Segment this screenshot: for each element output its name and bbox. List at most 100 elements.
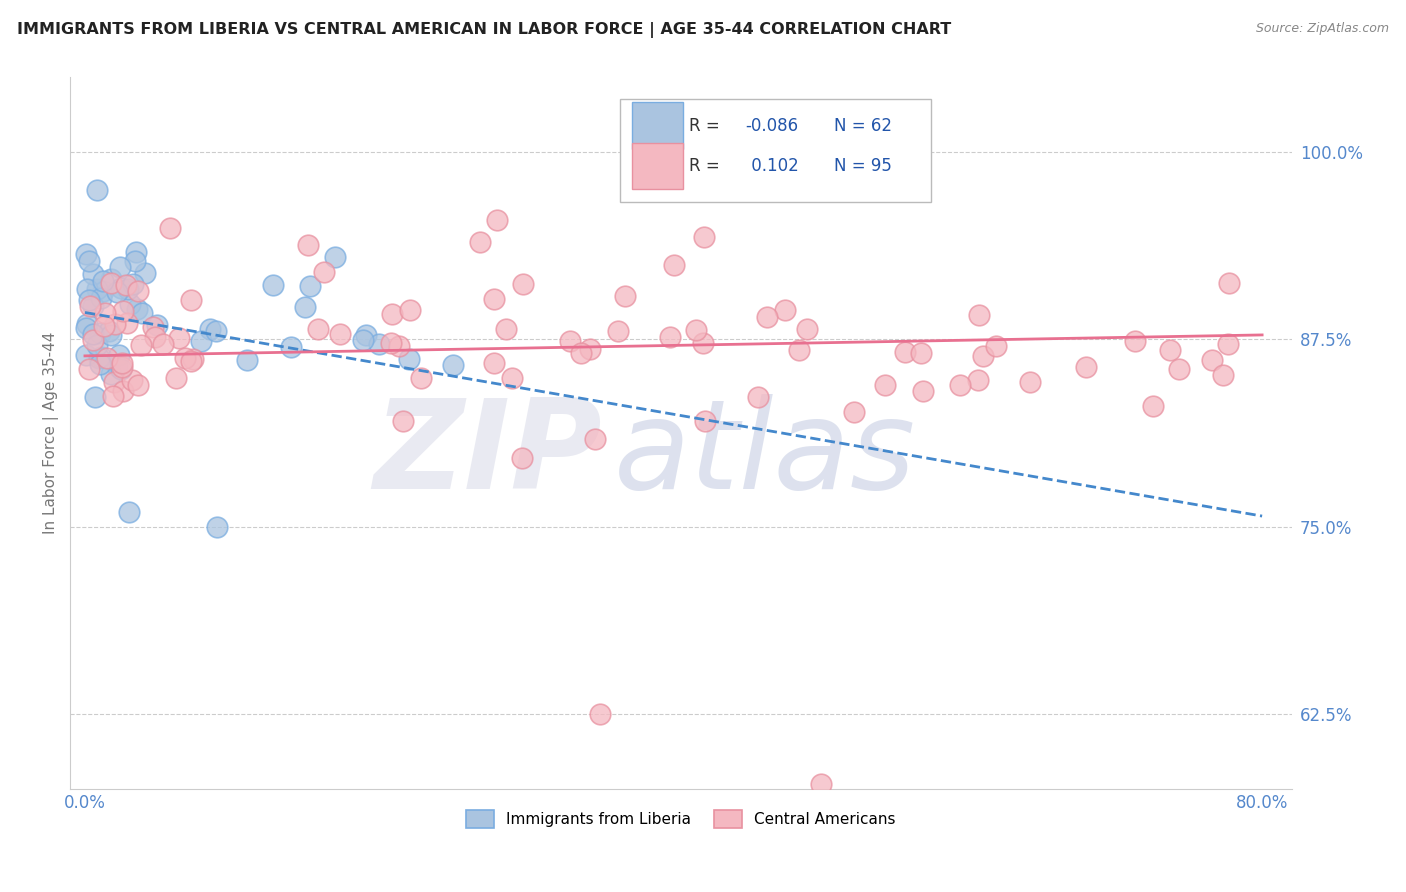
Point (120, 297, 142, 311)
Point (86, 183, 108, 197)
Point (75, 348, 97, 362)
Point (110, 281, 132, 295)
Point (82, 334, 104, 348)
Point (441, 358, 464, 372)
Point (1018, 376, 1040, 390)
Point (207, 519, 229, 533)
Point (966, 373, 988, 387)
Point (105, 359, 128, 373)
Point (118, 505, 141, 519)
Point (388, 338, 411, 352)
Y-axis label: In Labor Force | Age 35-44: In Labor Force | Age 35-44 (44, 332, 59, 534)
Point (90, 291, 112, 305)
Point (111, 360, 134, 375)
Point (82, 299, 104, 313)
Point (75, 247, 97, 261)
Point (91, 274, 114, 288)
Point (100, 367, 122, 381)
Point (97, 324, 120, 338)
Point (180, 293, 202, 307)
Point (894, 344, 917, 359)
Point (912, 384, 935, 398)
Point (205, 324, 228, 338)
Point (76, 282, 98, 296)
Point (607, 324, 630, 338)
Point (485, 212, 508, 227)
Point (972, 349, 994, 363)
Point (79, 299, 101, 313)
Point (560, 334, 582, 348)
Point (398, 302, 420, 317)
Point (482, 356, 505, 370)
Text: Source: ZipAtlas.com: Source: ZipAtlas.com (1256, 22, 1389, 36)
Point (589, 706, 612, 721)
Point (693, 414, 716, 428)
Point (949, 378, 972, 392)
Point (75, 320, 97, 334)
Point (127, 284, 149, 298)
Point (82, 327, 104, 342)
Point (1216, 337, 1239, 351)
Point (501, 371, 523, 385)
Point (167, 330, 190, 344)
Point (307, 321, 329, 335)
Point (83, 390, 105, 404)
Point (1201, 353, 1223, 368)
Point (1212, 368, 1234, 382)
Point (90, 350, 112, 364)
Point (1123, 334, 1146, 348)
Text: N = 95: N = 95 (834, 157, 891, 176)
Text: R =: R = (689, 157, 725, 176)
Point (117, 316, 139, 330)
Point (110, 260, 132, 274)
Point (692, 230, 714, 244)
Point (89, 326, 111, 340)
Point (583, 432, 606, 446)
Point (236, 352, 259, 367)
Point (329, 326, 352, 341)
Point (159, 220, 181, 235)
Point (111, 304, 134, 318)
Point (1159, 343, 1181, 358)
Point (910, 346, 932, 360)
Point (1168, 362, 1191, 376)
Point (100, 272, 122, 286)
Point (100, 328, 122, 343)
Point (392, 414, 415, 428)
Point (986, 339, 1008, 353)
Point (512, 277, 534, 291)
Point (692, 335, 714, 350)
Point (89, 351, 111, 365)
Point (112, 384, 135, 398)
Point (381, 308, 404, 322)
Point (111, 356, 134, 370)
Point (96, 351, 118, 365)
Point (142, 319, 165, 334)
Point (787, 343, 810, 358)
Point (262, 278, 284, 293)
Point (101, 389, 124, 403)
FancyBboxPatch shape (620, 99, 931, 202)
Text: ZIP: ZIP (373, 393, 602, 515)
Point (77, 362, 100, 376)
Point (122, 277, 145, 292)
Point (967, 308, 990, 322)
Point (173, 351, 195, 365)
Point (495, 322, 517, 336)
Point (298, 279, 321, 293)
Point (86, 338, 108, 352)
Point (134, 266, 156, 280)
Point (482, 292, 505, 306)
Point (183, 352, 205, 367)
Point (104, 317, 127, 331)
Point (105, 285, 128, 299)
Point (1076, 360, 1098, 375)
Point (380, 336, 402, 351)
Point (165, 371, 187, 385)
Text: atlas: atlas (613, 393, 915, 515)
Point (125, 244, 148, 259)
Point (409, 370, 432, 384)
Point (323, 250, 346, 264)
Legend: Immigrants from Liberia, Central Americans: Immigrants from Liberia, Central America… (460, 805, 901, 834)
Point (294, 300, 316, 314)
